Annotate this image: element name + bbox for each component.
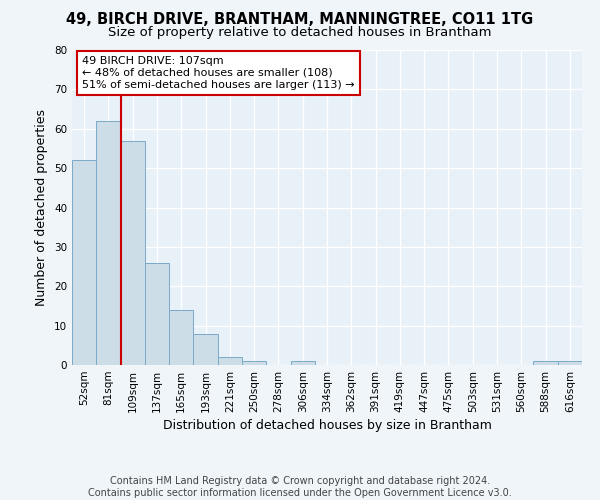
Bar <box>72 160 96 365</box>
Y-axis label: Number of detached properties: Number of detached properties <box>35 109 49 306</box>
Text: 49 BIRCH DRIVE: 107sqm
← 48% of detached houses are smaller (108)
51% of semi-de: 49 BIRCH DRIVE: 107sqm ← 48% of detached… <box>82 56 355 90</box>
Bar <box>290 361 315 365</box>
Bar <box>121 140 145 365</box>
Text: 49, BIRCH DRIVE, BRANTHAM, MANNINGTREE, CO11 1TG: 49, BIRCH DRIVE, BRANTHAM, MANNINGTREE, … <box>67 12 533 28</box>
Bar <box>145 262 169 365</box>
Bar <box>533 361 558 365</box>
Bar <box>96 121 121 365</box>
Bar <box>242 361 266 365</box>
Bar <box>558 361 582 365</box>
Text: Size of property relative to detached houses in Brantham: Size of property relative to detached ho… <box>108 26 492 39</box>
Text: Contains HM Land Registry data © Crown copyright and database right 2024.
Contai: Contains HM Land Registry data © Crown c… <box>88 476 512 498</box>
Bar <box>218 357 242 365</box>
X-axis label: Distribution of detached houses by size in Brantham: Distribution of detached houses by size … <box>163 419 491 432</box>
Bar <box>169 310 193 365</box>
Bar <box>193 334 218 365</box>
